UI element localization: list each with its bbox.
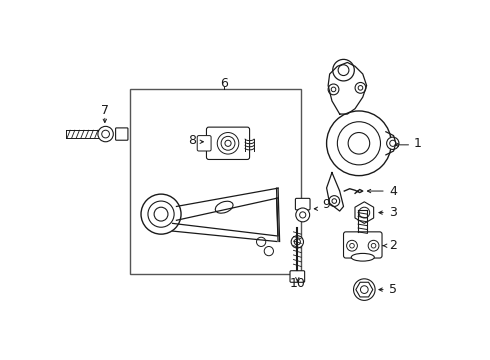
Circle shape xyxy=(390,140,396,147)
FancyBboxPatch shape xyxy=(116,128,128,140)
Circle shape xyxy=(329,195,340,206)
Text: 1: 1 xyxy=(414,137,421,150)
Circle shape xyxy=(221,136,235,150)
FancyBboxPatch shape xyxy=(206,127,249,159)
Circle shape xyxy=(338,65,349,76)
Circle shape xyxy=(328,84,339,95)
Circle shape xyxy=(264,247,273,256)
Circle shape xyxy=(148,201,174,227)
Circle shape xyxy=(333,59,354,81)
FancyBboxPatch shape xyxy=(343,232,382,258)
Circle shape xyxy=(294,239,300,245)
FancyBboxPatch shape xyxy=(197,136,211,151)
Circle shape xyxy=(348,132,369,154)
Text: 5: 5 xyxy=(389,283,397,296)
Text: 8: 8 xyxy=(188,135,196,148)
Circle shape xyxy=(361,286,368,293)
Circle shape xyxy=(217,132,239,154)
Circle shape xyxy=(154,207,168,221)
Text: 3: 3 xyxy=(389,206,397,219)
Circle shape xyxy=(355,82,366,93)
Text: 2: 2 xyxy=(389,239,397,252)
Text: 10: 10 xyxy=(290,277,305,290)
Circle shape xyxy=(371,243,376,248)
Circle shape xyxy=(98,126,113,142)
Circle shape xyxy=(225,140,231,147)
Circle shape xyxy=(350,243,354,248)
Circle shape xyxy=(257,237,266,247)
Ellipse shape xyxy=(215,201,233,213)
Circle shape xyxy=(358,86,363,90)
Text: 7: 7 xyxy=(101,104,109,117)
Circle shape xyxy=(141,194,181,234)
Circle shape xyxy=(359,207,369,218)
FancyBboxPatch shape xyxy=(295,198,310,210)
Circle shape xyxy=(331,87,336,92)
Circle shape xyxy=(291,236,303,248)
Circle shape xyxy=(387,137,399,149)
FancyBboxPatch shape xyxy=(290,271,305,282)
Circle shape xyxy=(102,130,109,138)
Circle shape xyxy=(337,122,381,165)
Circle shape xyxy=(296,208,310,222)
Text: 6: 6 xyxy=(220,77,228,90)
Text: 4: 4 xyxy=(389,185,397,198)
Circle shape xyxy=(368,240,379,251)
Ellipse shape xyxy=(351,253,374,261)
Circle shape xyxy=(332,199,337,203)
Circle shape xyxy=(354,279,375,300)
Circle shape xyxy=(326,111,392,176)
Text: 9: 9 xyxy=(322,198,330,211)
Bar xyxy=(130,89,301,274)
Circle shape xyxy=(300,212,306,218)
Circle shape xyxy=(346,240,357,251)
